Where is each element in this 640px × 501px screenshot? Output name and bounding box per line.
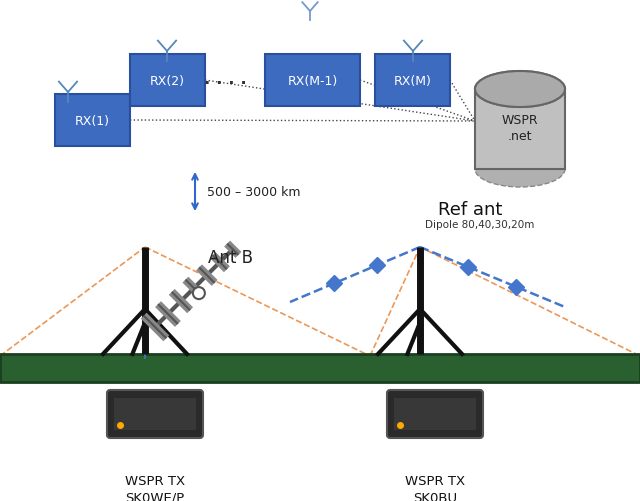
- Text: RX(M): RX(M): [394, 74, 431, 87]
- Ellipse shape: [475, 72, 565, 108]
- FancyBboxPatch shape: [265, 55, 360, 107]
- Bar: [475, 90, 565, 170]
- Text: RX(M-1): RX(M-1): [287, 74, 338, 87]
- Text: Dipole 80,40,30,20m: Dipole 80,40,30,20m: [426, 219, 534, 229]
- Bar: [0, 354, 640, 382]
- Bar: [114, 398, 196, 430]
- FancyBboxPatch shape: [387, 390, 483, 438]
- Text: 500 – 3000 km: 500 – 3000 km: [207, 186, 301, 198]
- FancyBboxPatch shape: [107, 390, 203, 438]
- Text: Ref ant: Ref ant: [438, 200, 502, 218]
- Text: WSPR TX
SK0WE/P: WSPR TX SK0WE/P: [125, 474, 185, 501]
- Circle shape: [193, 288, 205, 300]
- FancyBboxPatch shape: [375, 55, 450, 107]
- Ellipse shape: [475, 72, 565, 108]
- Text: WSPR
.net: WSPR .net: [502, 114, 538, 143]
- Text: Ant B: Ant B: [207, 248, 253, 267]
- Ellipse shape: [475, 152, 565, 188]
- Text: RX(1): RX(1): [75, 114, 110, 127]
- Text: . . . .: . . . .: [204, 70, 246, 88]
- FancyBboxPatch shape: [55, 95, 130, 147]
- Bar: [394, 398, 476, 430]
- Text: WSPR TX
SK0BU: WSPR TX SK0BU: [405, 474, 465, 501]
- Text: RX(2): RX(2): [150, 74, 185, 87]
- FancyBboxPatch shape: [130, 55, 205, 107]
